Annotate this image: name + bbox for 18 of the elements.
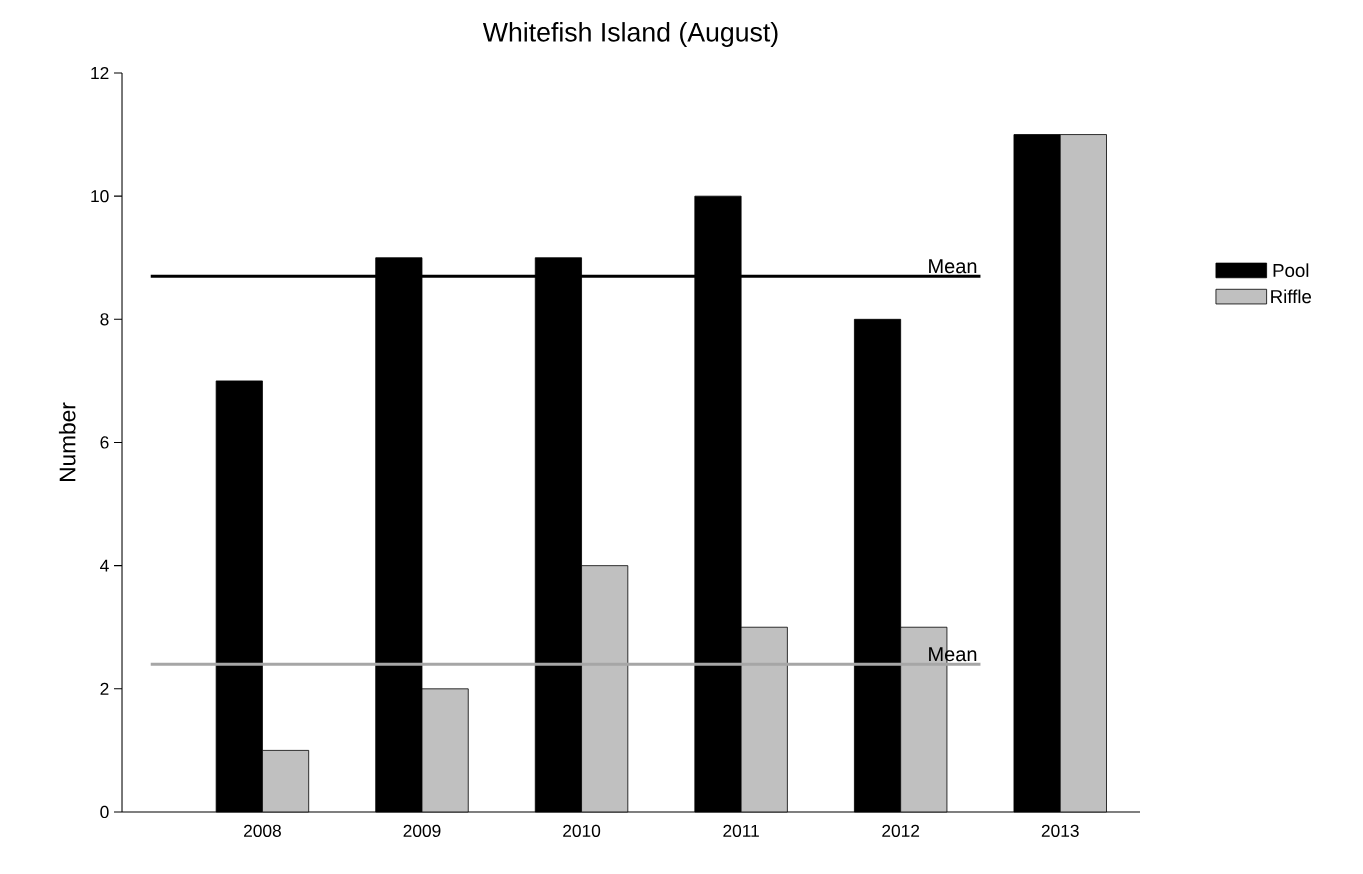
- y-tick-label: 6: [100, 436, 109, 449]
- x-tick-label: 2013: [1041, 824, 1079, 837]
- x-tick-label: 2011: [723, 824, 759, 837]
- x-tick-label: 2012: [882, 824, 920, 837]
- legend-label: Riffle: [1271, 289, 1312, 304]
- y-tick-label: 4: [100, 559, 109, 572]
- ref-line-label: Mean: [929, 259, 977, 274]
- y-tick-label: 12: [91, 66, 109, 80]
- x-tick-label: 2010: [563, 824, 601, 837]
- x-tick-label: 2009: [403, 824, 441, 837]
- y-tick-label: 2: [100, 682, 109, 695]
- y-tick-label: 8: [100, 313, 109, 326]
- y-tick-label: 10: [91, 190, 109, 203]
- y-tick-label: 0: [100, 805, 109, 819]
- legend-label: Pool: [1273, 263, 1309, 278]
- y-axis-title: Number: [58, 402, 76, 481]
- x-tick-label: 2008: [244, 824, 281, 837]
- chart-title: Whitefish Island (August): [482, 22, 778, 47]
